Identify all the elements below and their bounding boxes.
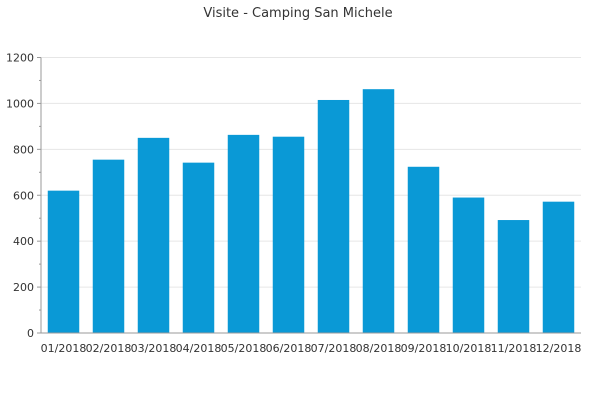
x-tick-label: 08/2018 <box>356 342 402 355</box>
y-tick-label: 1200 <box>6 52 34 65</box>
x-tick-label: 03/2018 <box>131 342 177 355</box>
chart-title: Visite - Camping San Michele <box>203 6 392 21</box>
x-tick-label: 12/2018 <box>536 342 582 355</box>
bar-02-2018[interactable] <box>92 159 125 333</box>
bar-03-2018[interactable] <box>137 137 170 333</box>
bar-07-2018[interactable] <box>317 99 350 333</box>
bar-01-2018[interactable] <box>47 190 80 333</box>
x-tick-label: 01/2018 <box>41 342 87 355</box>
bar-05-2018[interactable] <box>227 134 260 333</box>
bar-09-2018[interactable] <box>407 166 440 333</box>
x-tick-label: 04/2018 <box>176 342 222 355</box>
y-tick-label: 800 <box>13 143 34 156</box>
y-tick-label: 0 <box>27 327 34 340</box>
bar-08-2018[interactable] <box>362 89 395 334</box>
x-tick-label: 07/2018 <box>311 342 357 355</box>
x-tick-label: 11/2018 <box>491 342 537 355</box>
bar-06-2018[interactable] <box>272 136 305 333</box>
x-tick-label: 09/2018 <box>401 342 447 355</box>
y-axis-ticks: 0 200 400 600 800 1000 1200 <box>6 52 41 340</box>
x-tick-label: 05/2018 <box>221 342 267 355</box>
bar-04-2018[interactable] <box>182 162 215 333</box>
y-tick-label: 200 <box>13 281 34 294</box>
bar-11-2018[interactable] <box>497 220 530 333</box>
bars <box>47 89 575 334</box>
x-tick-label: 02/2018 <box>86 342 132 355</box>
x-axis-ticks: 01/2018 02/2018 03/2018 04/2018 05/2018 06/20… <box>41 342 582 355</box>
y-tick-label: 1000 <box>6 97 34 110</box>
y-tick-label: 400 <box>13 235 34 248</box>
x-tick-label: 06/2018 <box>266 342 312 355</box>
y-tick-label: 600 <box>13 189 34 202</box>
grid-lines <box>41 57 581 288</box>
bar-10-2018[interactable] <box>452 197 485 333</box>
bar-12-2018[interactable] <box>542 201 575 333</box>
x-tick-label: 10/2018 <box>446 342 492 355</box>
